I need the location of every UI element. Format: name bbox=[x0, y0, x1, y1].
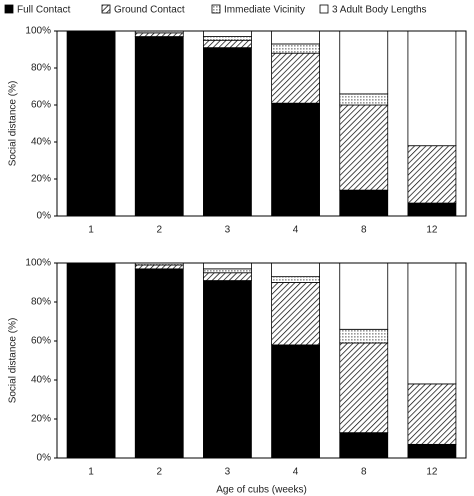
y-axis-label: Social distance (%) bbox=[8, 81, 19, 167]
y-tick-label: 20% bbox=[31, 174, 51, 185]
bar-segment bbox=[271, 276, 320, 283]
bar-segment bbox=[407, 30, 457, 147]
y-tick-label: 20% bbox=[31, 414, 51, 425]
bar-segment bbox=[203, 47, 252, 217]
bar-segment bbox=[339, 432, 389, 459]
bar-segment bbox=[203, 39, 252, 49]
bar-segment bbox=[271, 102, 320, 217]
x-tick-label: 4 bbox=[293, 467, 299, 478]
y-tick-label: 40% bbox=[31, 375, 51, 386]
bar-segment bbox=[271, 43, 320, 54]
legend-label: Ground Contact bbox=[114, 5, 185, 16]
bar-segment bbox=[134, 32, 184, 37]
x-axis-label: Age of cubs (weeks) bbox=[216, 485, 307, 496]
plot-frame bbox=[56, 30, 467, 217]
bar-segment bbox=[339, 262, 389, 330]
x-tick-label: 1 bbox=[88, 467, 94, 478]
bar-segment bbox=[203, 268, 252, 274]
bar-segment bbox=[134, 268, 184, 459]
legend-label: 3 Adult Body Lengths bbox=[332, 5, 427, 16]
x-tick-label: 2 bbox=[156, 225, 162, 236]
bar-segment bbox=[407, 145, 457, 204]
legend-swatch bbox=[101, 4, 111, 14]
x-tick-label: 3 bbox=[225, 225, 231, 236]
bar-segment bbox=[339, 189, 389, 217]
legend-label: Immediate Vicinity bbox=[224, 5, 305, 16]
legend-label: Full Contact bbox=[17, 5, 71, 16]
bar-segment bbox=[271, 344, 320, 459]
x-tick-label: 1 bbox=[88, 225, 94, 236]
y-tick-label: 100% bbox=[25, 26, 51, 37]
bar-segment bbox=[407, 383, 457, 445]
bar-segment bbox=[203, 30, 252, 37]
x-tick-label: 8 bbox=[361, 467, 367, 478]
bar-segment bbox=[407, 202, 457, 217]
bar-segment bbox=[339, 104, 389, 191]
bar-segment bbox=[339, 30, 389, 95]
bar-segment bbox=[271, 282, 320, 346]
y-axis-label: Social distance (%) bbox=[8, 318, 19, 404]
y-tick-label: 100% bbox=[25, 258, 51, 269]
bar-segment bbox=[339, 342, 389, 434]
y-tick-label: 60% bbox=[31, 100, 51, 111]
bar-segment bbox=[203, 272, 252, 281]
y-tick-label: 60% bbox=[31, 336, 51, 347]
bar-segment bbox=[203, 36, 252, 41]
y-tick-label: 40% bbox=[31, 137, 51, 148]
bar-segment bbox=[339, 93, 389, 106]
bar-segment bbox=[134, 36, 184, 217]
plot-frame bbox=[56, 262, 467, 459]
legend-swatch bbox=[211, 4, 221, 14]
bar-segment bbox=[203, 262, 252, 270]
bar-segment bbox=[66, 30, 116, 217]
y-tick-label: 0% bbox=[37, 453, 52, 464]
bar-segment bbox=[66, 262, 116, 459]
bar-segment bbox=[271, 262, 320, 278]
x-tick-label: 12 bbox=[426, 225, 438, 236]
legend-swatch bbox=[319, 4, 329, 14]
bar-segment bbox=[134, 264, 184, 270]
bar-segment bbox=[339, 328, 389, 344]
x-tick-label: 8 bbox=[361, 225, 367, 236]
bar-segment bbox=[407, 443, 457, 459]
x-tick-label: 4 bbox=[293, 225, 299, 236]
x-tick-label: 3 bbox=[225, 467, 231, 478]
y-tick-label: 80% bbox=[31, 63, 51, 74]
x-tick-label: 2 bbox=[156, 467, 162, 478]
y-tick-label: 80% bbox=[31, 297, 51, 308]
legend-swatch bbox=[4, 4, 14, 14]
bar-segment bbox=[271, 52, 320, 104]
y-tick-label: 0% bbox=[37, 211, 52, 222]
x-tick-label: 12 bbox=[426, 467, 438, 478]
bar-segment bbox=[203, 280, 252, 459]
bar-segment bbox=[407, 262, 457, 385]
bar-segment bbox=[271, 30, 320, 45]
